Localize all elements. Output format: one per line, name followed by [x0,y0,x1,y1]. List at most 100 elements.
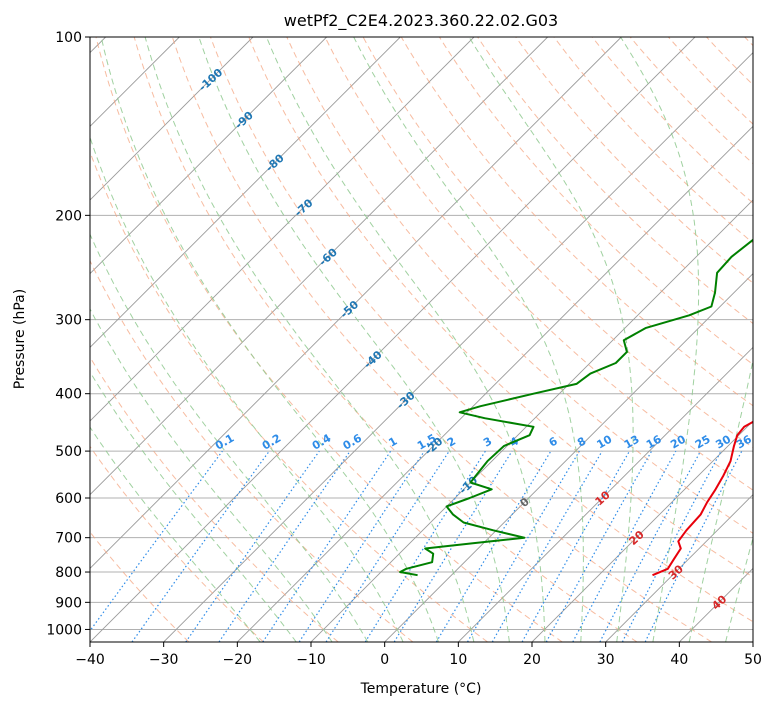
mixing-ratio-line-11 [491,450,603,642]
dry-adiabat-30 [133,37,638,642]
mixing-ratio-label: 13 [622,433,642,452]
isotherm-40 [679,567,753,642]
mixing-ratio-line-12 [521,450,631,642]
x-tick-label: 20 [523,652,541,668]
plot-frame [89,36,754,643]
axis-ticks: −40 −30 −20 −10 0 10 20 30 40 5010020030040050060… [46,30,762,668]
x-tick-label: 40 [670,652,688,668]
isotherm-label: -100 [196,66,225,94]
mixing-ratio-line-5 [298,450,425,642]
isotherm-50 [752,641,753,642]
y-tick-label: 400 [55,387,82,403]
isotherm--20 [237,125,753,642]
mixing-ratio-label: 2 [445,435,458,450]
y-tick-label: 900 [55,595,82,611]
dry-adiabat-label: 40 [709,593,729,613]
dry-adiabat-label: 10 [593,488,613,508]
moist-adiabat--10 [90,308,333,642]
mixing-ratio-label: 1 [386,435,399,450]
x-tick-label: −20 [223,652,253,668]
chart-title: wetPf2_C2E4.2023.360.22.02.G03 [284,11,558,31]
x-tick-label: −10 [296,652,326,668]
dry-adiabat-10 [90,150,488,642]
moist-adiabat-10 [144,37,475,642]
mixing-ratio-line-8 [393,450,513,642]
x-tick-label: −40 [75,652,105,668]
y-tick-label: 700 [55,531,82,547]
dry-adiabat-170 [668,37,753,125]
x-tick-label: −30 [149,652,179,668]
dry-adiabat--20 [90,445,264,642]
mixing-ratio-label: 16 [644,432,664,451]
dry-adiabat--10 [90,356,339,642]
mixing-ratio-line-3 [218,450,351,642]
isotherm-30 [605,494,753,642]
dry-adiabat-50 [210,37,753,623]
moist-adiabat-40 [688,358,753,642]
mixing-ratio-line-15 [599,450,702,642]
dry-adiabat-130 [515,37,753,284]
dry-adiabat-40 [171,37,712,642]
x-tick-label: 30 [597,652,615,668]
mixing-ratio-label: 6 [547,434,560,449]
x-tick-label: 0 [380,652,389,668]
mixing-ratio-label: 30 [713,432,733,451]
dry-adiabat-0 [90,259,414,642]
moist-adiabat--5 [90,233,369,642]
y-tick-label: 600 [55,491,82,507]
y-tick-label: 100 [55,30,82,46]
dry-adiabat-label: 20 [627,528,647,548]
y-tick-label: 200 [55,208,82,224]
moist-adiabat-0 [90,135,404,642]
isotherm--100 [90,37,254,201]
isotherm--10 [310,199,753,642]
isotherm--30 [163,52,753,642]
isotherm-20 [531,420,753,642]
mixing-ratio-line-6 [325,450,450,642]
mixing-ratio-label: 0.2 [260,432,283,453]
isotherm--40 [90,37,696,642]
line-labels: 0.1 0.2 0.4 0.6 1 1.5 2 3 4 6 8 10 13 16 20 25 30 36-100-… [196,66,753,613]
isotherm--80 [90,37,401,348]
dry-adiabat-140 [553,37,753,244]
moist-adiabat-25 [353,37,584,642]
mixing-ratio-line-2 [185,450,320,642]
dry-adiabat-90 [362,37,753,449]
moist-adiabat-20 [266,37,546,642]
dry-adiabat-100 [400,37,753,407]
mixing-ratio-line-10 [466,450,580,642]
x-axis-label: Temperature (°C) [360,681,482,697]
dry-adiabat-60 [248,37,753,578]
temperature-profile [652,420,753,577]
dry-adiabat--30 [90,531,190,642]
mixing-ratio-label: 8 [575,435,588,450]
isotherm-10 [458,346,753,642]
mixing-ratio-label: 0.1 [213,432,236,453]
mixing-ratio-label: 0.6 [341,431,365,452]
mixing-ratio-line-14 [572,450,677,642]
moist-adiabat-15 [198,37,510,642]
isotherm-0 [384,273,753,642]
mixing-ratio-line-9 [435,450,552,642]
isotherm--70 [90,37,475,422]
dry-adiabat-160 [629,37,753,165]
mixing-ratio-line-1 [131,450,270,642]
x-tick-label: 50 [744,652,762,668]
mixing-ratio-line-7 [364,450,486,642]
mixing-ratio-label: 25 [693,433,713,452]
moist-adiabat--15 [90,370,297,642]
dry-adiabat-180 [706,37,753,86]
isotherm--50 [90,37,622,569]
isotherm--90 [90,37,327,275]
mixing-ratio-label: 20 [668,432,688,451]
dry-adiabat-20 [95,37,563,642]
dry-adiabat-120 [477,37,753,325]
y-axis-label: Pressure (hPa) [12,289,28,389]
y-tick-label: 500 [55,444,82,460]
mixing-ratio-line-0 [90,450,223,632]
dewpoint-profile [399,238,753,577]
mixing-ratio-line-4 [262,450,392,642]
isotherm--60 [90,37,548,496]
